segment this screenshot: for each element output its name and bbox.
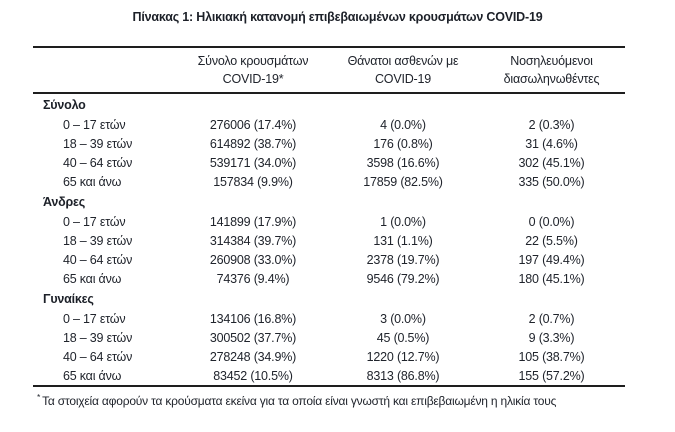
header-empty-cell — [33, 46, 178, 94]
section-row: Σύνολο — [33, 93, 625, 115]
empty-cell — [478, 288, 625, 309]
age-label-cell: 0 – 17 ετών — [63, 311, 126, 326]
empty-cell — [478, 191, 625, 212]
section-label-cell: Σύνολο — [43, 97, 86, 112]
header-total-cases-line1: Σύνολο κρουσμάτων — [197, 54, 309, 68]
cases-cell: 134106 (16.8%) — [209, 311, 297, 326]
data-row: 18 – 39 ετών 314384 (39.7%) 131 (1.1%) 22 (… — [33, 231, 625, 250]
deaths-cell: 45 (0.5%) — [376, 330, 430, 345]
cases-cell: 276006 (17.4%) — [209, 117, 297, 132]
deaths-cell: 3598 (16.6%) — [366, 155, 440, 170]
intubated-cell: 105 (38.7%) — [518, 349, 585, 364]
section-label-cell: Γυναίκες — [43, 291, 94, 306]
header-deaths-line1: Θάνατοι ασθενών με — [347, 54, 459, 68]
header-total-cases: Σύνολο κρουσμάτων COVID-19* — [178, 46, 328, 94]
data-row: 40 – 64 ετών 539171 (34.0%) 3598 (16.6%) 30… — [33, 153, 625, 172]
empty-cell — [178, 93, 328, 115]
header-deaths: Θάνατοι ασθενών με COVID-19 — [328, 46, 478, 94]
header-row: Σύνολο κρουσμάτων COVID-19* Θάνατοι ασθε… — [33, 46, 625, 94]
data-row: 40 – 64 ετών 278248 (34.9%) 1220 (12.7%) 10… — [33, 347, 625, 366]
data-row: 18 – 39 ετών 614892 (38.7%) 176 (0.8%) 31 (… — [33, 134, 625, 153]
age-label-cell: 0 – 17 ετών — [63, 214, 126, 229]
footnote: * Τα στοιχεία αφορούν τα κρούσματα εκείνα… — [37, 392, 675, 408]
empty-cell — [178, 288, 328, 309]
age-label-cell: 0 – 17 ετών — [63, 117, 126, 132]
cases-cell: 539171 (34.0%) — [209, 155, 297, 170]
table-title: Πίνακας 1: Ηλικιακή κατανομή επιβεβαιωμέ… — [132, 10, 543, 24]
cases-cell: 83452 (10.5%) — [213, 368, 293, 383]
cases-cell: 278248 (34.9%) — [209, 349, 297, 364]
section-label-cell: Άνδρες — [43, 194, 86, 209]
intubated-cell: 2 (0.7%) — [528, 311, 575, 326]
empty-cell — [328, 93, 478, 115]
data-row: 65 και άνω 74376 (9.4%) 9546 (79.2%) 180 (4… — [33, 269, 625, 288]
deaths-cell: 4 (0.0%) — [380, 117, 426, 132]
age-label-cell: 65 και άνω — [63, 368, 122, 383]
data-row: 0 – 17 ετών 141899 (17.9%) 1 (0.0%) 0 (0.0%… — [33, 212, 625, 231]
age-label-cell: 18 – 39 ετών — [63, 330, 133, 345]
data-row: 18 – 39 ετών 300502 (37.7%) 45 (0.5%) 9 (3.… — [33, 328, 625, 347]
age-label-cell: 65 και άνω — [63, 174, 122, 189]
age-label-cell: 40 – 64 ετών — [63, 252, 133, 267]
data-row: 65 και άνω 157834 (9.9%) 17859 (82.5%) 335 … — [33, 172, 625, 191]
deaths-cell: 1220 (12.7%) — [366, 349, 440, 364]
intubated-cell: 22 (5.5%) — [525, 233, 578, 248]
table-body: Σύνολο 0 – 17 ετών 276006 (17.4%) 4 (0.0%) 2… — [33, 93, 625, 386]
data-row: 40 – 64 ετών 260908 (33.0%) 2378 (19.7%) 19… — [33, 250, 625, 269]
age-label-cell: 40 – 64 ετών — [63, 349, 133, 364]
intubated-cell: 2 (0.3%) — [528, 117, 575, 132]
cases-cell: 74376 (9.4%) — [216, 271, 290, 286]
cases-cell: 314384 (39.7%) — [209, 233, 297, 248]
age-label-cell: 18 – 39 ετών — [63, 233, 133, 248]
covid-age-distribution-table: Σύνολο κρουσμάτων COVID-19* Θάνατοι ασθε… — [33, 46, 625, 387]
intubated-cell: 9 (3.3%) — [528, 330, 575, 345]
footnote-text: Τα στοιχεία αφορούν τα κρούσματα εκείνα … — [42, 394, 557, 408]
header-total-cases-line2: COVID-19* — [222, 72, 284, 86]
empty-cell — [328, 288, 478, 309]
header-intubated: Νοσηλευόμενοι διασωληνωθέντες — [478, 46, 625, 94]
deaths-cell: 2378 (19.7%) — [366, 252, 440, 267]
header-deaths-line2: COVID-19 — [374, 72, 432, 86]
header-intubated-line1: Νοσηλευόμενοι — [510, 54, 593, 68]
cases-cell: 157834 (9.9%) — [213, 174, 293, 189]
cases-cell: 141899 (17.9%) — [209, 214, 297, 229]
data-row: 65 και άνω 83452 (10.5%) 8313 (86.8%) 155 (… — [33, 366, 625, 386]
footnote-marker: * — [37, 392, 41, 402]
intubated-cell: 335 (50.0%) — [518, 174, 585, 189]
section-row: Γυναίκες — [33, 288, 625, 309]
deaths-cell: 8313 (86.8%) — [366, 368, 440, 383]
data-row: 0 – 17 ετών 134106 (16.8%) 3 (0.0%) 2 (0.7%… — [33, 309, 625, 328]
cases-cell: 260908 (33.0%) — [209, 252, 297, 267]
empty-cell — [178, 191, 328, 212]
intubated-cell: 0 (0.0%) — [528, 214, 575, 229]
age-label-cell: 40 – 64 ετών — [63, 155, 133, 170]
empty-cell — [328, 191, 478, 212]
age-label-cell: 18 – 39 ετών — [63, 136, 133, 151]
cases-cell: 300502 (37.7%) — [209, 330, 297, 345]
deaths-cell: 17859 (82.5%) — [363, 174, 443, 189]
data-row: 0 – 17 ετών 276006 (17.4%) 4 (0.0%) 2 (0.3%… — [33, 115, 625, 134]
section-row: Άνδρες — [33, 191, 625, 212]
deaths-cell: 3 (0.0%) — [380, 311, 426, 326]
deaths-cell: 9546 (79.2%) — [366, 271, 440, 286]
intubated-cell: 31 (4.6%) — [525, 136, 578, 151]
intubated-cell: 180 (45.1%) — [518, 271, 585, 286]
intubated-cell: 155 (57.2%) — [518, 368, 585, 383]
cases-cell: 614892 (38.7%) — [209, 136, 297, 151]
age-label-cell: 65 και άνω — [63, 271, 122, 286]
intubated-cell: 197 (49.4%) — [518, 252, 585, 267]
deaths-cell: 1 (0.0%) — [380, 214, 426, 229]
deaths-cell: 131 (1.1%) — [373, 233, 433, 248]
intubated-cell: 302 (45.1%) — [518, 155, 585, 170]
header-intubated-line2: διασωληνωθέντες — [503, 72, 600, 86]
deaths-cell: 176 (0.8%) — [373, 136, 433, 151]
empty-cell — [478, 93, 625, 115]
